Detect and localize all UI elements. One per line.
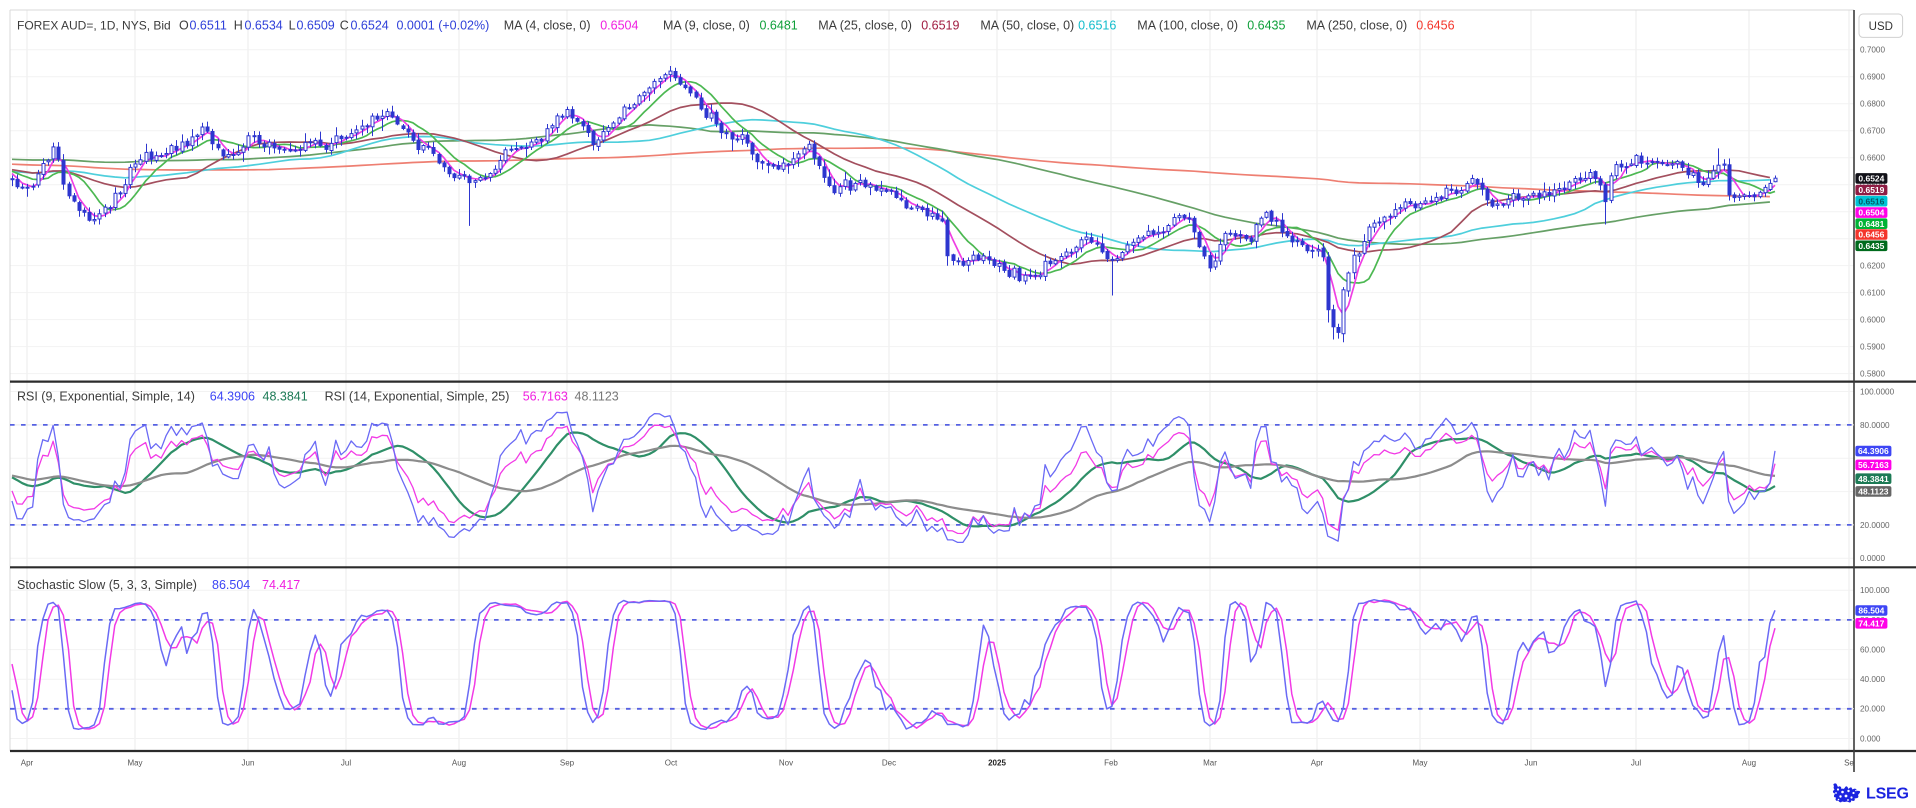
svg-text:Sep: Sep xyxy=(560,759,575,768)
svg-text:May: May xyxy=(1412,759,1427,768)
svg-text:0.6534: 0.6534 xyxy=(245,19,283,33)
svg-text:0.6504: 0.6504 xyxy=(1858,208,1884,218)
svg-text:MA (25, close, 0): MA (25, close, 0) xyxy=(818,19,912,33)
svg-text:C: C xyxy=(340,19,349,33)
svg-text:Jul: Jul xyxy=(1631,759,1641,768)
svg-text:0.6509: 0.6509 xyxy=(297,19,335,33)
svg-text:48.3841: 48.3841 xyxy=(263,390,308,404)
svg-text:0.6519: 0.6519 xyxy=(921,19,959,33)
svg-text:RSI (14, Exponential, Simple,: RSI (14, Exponential, Simple, 25) xyxy=(325,390,510,404)
svg-text:Stochastic Slow (5, 3, 3, Simp: Stochastic Slow (5, 3, 3, Simple) xyxy=(17,578,197,592)
svg-text:0.6524: 0.6524 xyxy=(1858,174,1884,184)
svg-text:O: O xyxy=(179,19,189,33)
svg-text:0.6800: 0.6800 xyxy=(1860,100,1885,109)
svg-text:0.6504: 0.6504 xyxy=(600,19,638,33)
svg-text:0.6456: 0.6456 xyxy=(1858,230,1884,240)
svg-text:Oct: Oct xyxy=(665,759,678,768)
svg-text:Nov: Nov xyxy=(779,759,793,768)
svg-text:80.0000: 80.0000 xyxy=(1860,421,1890,430)
svg-text:0.6524: 0.6524 xyxy=(351,19,389,33)
svg-text:64.3906: 64.3906 xyxy=(1858,446,1889,456)
svg-text:0.6481: 0.6481 xyxy=(760,19,798,33)
svg-text:0.6435: 0.6435 xyxy=(1247,19,1285,33)
svg-text:MA (4, close, 0): MA (4, close, 0) xyxy=(504,19,591,33)
svg-text:0.0001 (+0.02%): 0.0001 (+0.02%) xyxy=(397,19,490,33)
svg-text:48.1123: 48.1123 xyxy=(575,390,619,404)
svg-text:MA (100, close, 0): MA (100, close, 0) xyxy=(1137,19,1238,33)
svg-text:0.6519: 0.6519 xyxy=(1858,185,1884,195)
svg-text:Dec: Dec xyxy=(882,759,896,768)
svg-text:60.000: 60.000 xyxy=(1860,646,1885,655)
svg-text:FOREX AUD=, 1D, NYS, Bid: FOREX AUD=, 1D, NYS, Bid xyxy=(17,19,171,33)
svg-text:0.6456: 0.6456 xyxy=(1416,19,1454,33)
svg-text:MA (250, close, 0): MA (250, close, 0) xyxy=(1306,19,1407,33)
svg-text:64.3906: 64.3906 xyxy=(210,390,255,404)
svg-text:20.0000: 20.0000 xyxy=(1860,521,1890,530)
svg-text:86.504: 86.504 xyxy=(1858,606,1884,616)
svg-text:0.6000: 0.6000 xyxy=(1860,316,1885,325)
svg-text:0.5900: 0.5900 xyxy=(1860,343,1885,352)
svg-text:0.6100: 0.6100 xyxy=(1860,289,1885,298)
svg-text:H: H xyxy=(234,19,243,33)
svg-text:0.6435: 0.6435 xyxy=(1858,241,1884,251)
svg-text:0.7000: 0.7000 xyxy=(1860,46,1885,55)
svg-text:100.0000: 100.0000 xyxy=(1860,387,1895,396)
svg-text:0.6200: 0.6200 xyxy=(1860,262,1885,271)
svg-text:Jun: Jun xyxy=(242,759,255,768)
svg-text:RSI (9, Exponential, Simple, 1: RSI (9, Exponential, Simple, 14) xyxy=(17,390,195,404)
svg-text:L: L xyxy=(289,19,296,33)
svg-text:0.0000: 0.0000 xyxy=(1860,554,1885,563)
svg-text:MA (50, close, 0): MA (50, close, 0) xyxy=(980,19,1074,33)
svg-text:20.000: 20.000 xyxy=(1860,705,1885,714)
svg-text:48.1123: 48.1123 xyxy=(1858,487,1889,497)
svg-text:Mar: Mar xyxy=(1203,759,1217,768)
svg-text:56.7163: 56.7163 xyxy=(523,390,568,404)
svg-text:Apr: Apr xyxy=(1311,759,1324,768)
svg-text:Aug: Aug xyxy=(1742,759,1756,768)
svg-text:0.5800: 0.5800 xyxy=(1860,370,1885,379)
svg-text:0.6900: 0.6900 xyxy=(1860,73,1885,82)
svg-text:0.6516: 0.6516 xyxy=(1858,196,1884,206)
svg-text:74.417: 74.417 xyxy=(262,578,300,592)
svg-text:40.000: 40.000 xyxy=(1860,675,1885,684)
svg-text:86.504: 86.504 xyxy=(212,578,250,592)
svg-text:74.417: 74.417 xyxy=(1858,618,1884,628)
svg-text:0.6516: 0.6516 xyxy=(1078,19,1116,33)
svg-text:Apr: Apr xyxy=(21,759,34,768)
svg-text:0.6481: 0.6481 xyxy=(1858,219,1884,229)
svg-text:LSEG: LSEG xyxy=(1866,786,1909,803)
svg-text:Se: Se xyxy=(1844,759,1854,768)
svg-text:2025: 2025 xyxy=(988,759,1006,768)
svg-text:Jun: Jun xyxy=(1525,759,1538,768)
svg-text:100.000: 100.000 xyxy=(1860,586,1890,595)
svg-text:MA (9, close, 0): MA (9, close, 0) xyxy=(663,19,750,33)
svg-text:0.6700: 0.6700 xyxy=(1860,127,1885,136)
svg-text:48.3841: 48.3841 xyxy=(1858,474,1889,484)
svg-text:0.000: 0.000 xyxy=(1860,734,1881,743)
svg-text:56.7163: 56.7163 xyxy=(1858,460,1889,470)
svg-text:May: May xyxy=(127,759,142,768)
svg-text:Feb: Feb xyxy=(1104,759,1118,768)
svg-text:0.6511: 0.6511 xyxy=(190,19,227,33)
svg-text:Aug: Aug xyxy=(452,759,466,768)
svg-text:USD: USD xyxy=(1869,21,1893,33)
svg-text:Jul: Jul xyxy=(341,759,351,768)
svg-text:0.6600: 0.6600 xyxy=(1860,154,1885,163)
